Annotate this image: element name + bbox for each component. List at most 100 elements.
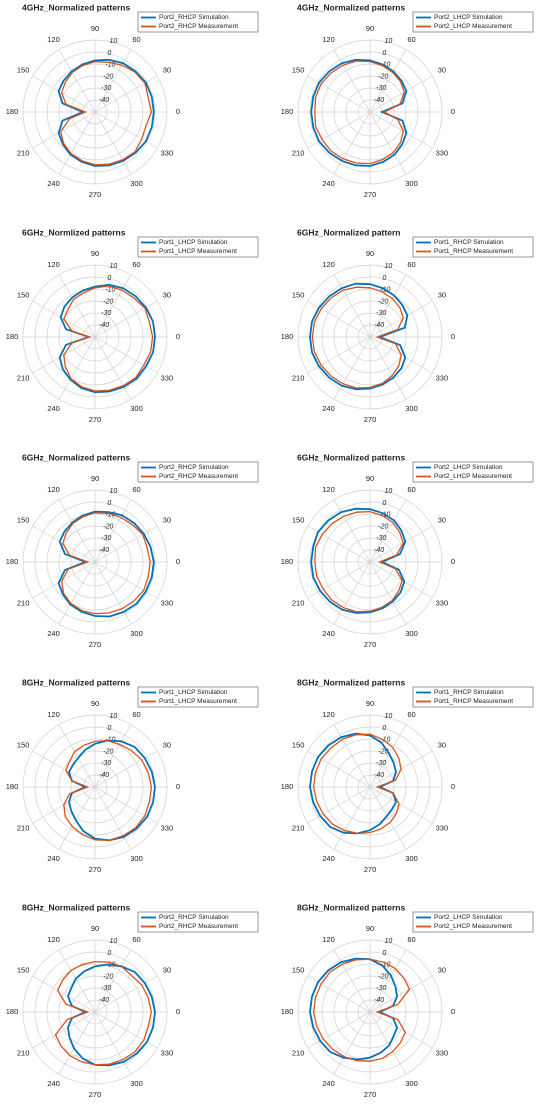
theta-tick-label: 90 <box>91 924 99 933</box>
polar-chart: 0306090120150180210240270300330100-10-20… <box>6 452 259 649</box>
r-tick-label: -20 <box>378 973 388 980</box>
theta-tick-label: 270 <box>89 190 102 199</box>
legend-label: Port1_RHCP Simulation <box>434 689 504 696</box>
theta-tick-label: 330 <box>161 1048 174 1057</box>
theta-tick-label: 210 <box>17 148 30 157</box>
theta-tick-label: 270 <box>89 415 102 424</box>
pattern-line <box>310 58 408 167</box>
r-tick-label: -10 <box>380 62 390 69</box>
grid-spoke <box>369 75 433 113</box>
r-tick-label: 0 <box>382 500 386 507</box>
grid-spoke <box>333 1011 371 1075</box>
theta-tick-label: 240 <box>322 404 335 413</box>
grid-spoke <box>333 499 371 563</box>
theta-tick-label: 60 <box>132 260 140 269</box>
polar-chart: 0306090120150180210240270300330100-10-20… <box>6 677 259 874</box>
theta-tick-label: 60 <box>132 35 140 44</box>
grid-spoke <box>94 949 132 1013</box>
grid-spoke <box>369 949 407 1013</box>
grid-spoke <box>369 111 407 175</box>
r-tick-label: -10 <box>380 962 390 969</box>
theta-tick-label: 180 <box>281 557 294 566</box>
theta-tick-label: 30 <box>163 65 171 74</box>
theta-tick-label: 0 <box>451 1007 455 1016</box>
theta-tick-label: 30 <box>438 290 446 299</box>
grid-spoke <box>94 111 158 149</box>
theta-tick-label: 0 <box>176 107 180 116</box>
grid-spoke <box>369 786 407 850</box>
grid-spoke <box>307 75 371 113</box>
r-tick-label: -30 <box>101 985 111 992</box>
r-tick-label: -20 <box>378 523 388 530</box>
pattern-line <box>63 739 153 841</box>
grid-spoke <box>58 49 96 113</box>
theta-tick-label: 210 <box>17 373 30 382</box>
theta-tick-label: 0 <box>451 332 455 341</box>
legend-label: Port2_LHCP Simulation <box>434 464 503 471</box>
theta-tick-label: 210 <box>17 1048 30 1057</box>
theta-tick-label: 270 <box>364 415 377 424</box>
grid-spoke <box>58 949 96 1013</box>
theta-tick-label: 270 <box>364 1090 377 1099</box>
theta-tick-label: 240 <box>47 404 60 413</box>
grid-spoke <box>32 75 96 113</box>
grid-spoke <box>94 786 132 850</box>
pattern-line <box>61 512 151 615</box>
theta-tick-label: 30 <box>163 965 171 974</box>
pattern-line <box>309 282 409 391</box>
theta-tick-label: 120 <box>47 35 60 44</box>
theta-tick-label: 210 <box>292 373 305 382</box>
r-tick-label: 0 <box>107 500 111 507</box>
theta-tick-label: 120 <box>322 485 335 494</box>
grid-spoke <box>32 1011 96 1049</box>
legend-label: Port1_LHCP Measurement <box>159 698 237 705</box>
grid-spoke <box>94 525 158 563</box>
legend-label: Port1_LHCP Simulation <box>159 239 228 246</box>
theta-tick-label: 270 <box>89 640 102 649</box>
r-tick-label: -10 <box>105 512 115 519</box>
theta-tick-label: 300 <box>405 404 418 413</box>
chart-title: 6GHz_Normalized patterns <box>22 452 130 462</box>
grid-spoke <box>333 724 371 788</box>
r-tick-label: 0 <box>382 725 386 732</box>
theta-tick-label: 330 <box>161 598 174 607</box>
grid-spoke <box>94 750 158 788</box>
theta-tick-label: 300 <box>405 854 418 863</box>
r-tick-label: 10 <box>385 713 393 720</box>
theta-tick-label: 300 <box>130 629 143 638</box>
r-tick-label: -20 <box>103 973 113 980</box>
legend-label: Port2_RHCP Simulation <box>159 464 229 471</box>
theta-tick-label: 210 <box>17 598 30 607</box>
r-tick-label: -20 <box>103 298 113 305</box>
r-tick-label: -40 <box>374 997 384 1004</box>
legend-label: Port1_LHCP Simulation <box>159 689 228 696</box>
chart-title: 8GHz_Normalized patterns <box>22 677 130 687</box>
legend-box <box>137 686 259 708</box>
theta-tick-label: 270 <box>364 865 377 874</box>
r-tick-label: 0 <box>107 725 111 732</box>
r-tick-label: 10 <box>110 488 118 495</box>
theta-tick-label: 120 <box>322 260 335 269</box>
theta-tick-label: 90 <box>366 474 374 483</box>
theta-tick-label: 90 <box>91 249 99 258</box>
grid-spoke <box>94 1011 158 1049</box>
pattern-line <box>57 58 155 167</box>
legend-label: Port2_RHCP Measurement <box>159 923 238 930</box>
theta-tick-label: 0 <box>451 782 455 791</box>
legend-label: Port1_LHCP Measurement <box>159 248 237 255</box>
r-tick-label: 0 <box>107 275 111 282</box>
r-tick-label: -20 <box>378 298 388 305</box>
grid-spoke <box>369 786 433 824</box>
legend-label: Port2_LHCP Simulation <box>434 14 503 21</box>
polar-chart: 0306090120150180210240270300330100-10-20… <box>281 452 534 649</box>
theta-tick-label: 210 <box>292 598 305 607</box>
pattern-line <box>312 958 411 1062</box>
grid-spoke <box>333 949 371 1013</box>
grid-spoke <box>58 1011 96 1075</box>
theta-tick-label: 90 <box>366 24 374 33</box>
theta-tick-label: 330 <box>161 148 174 157</box>
theta-tick-label: 330 <box>436 823 449 832</box>
theta-tick-label: 180 <box>6 332 19 341</box>
grid-spoke <box>369 724 407 788</box>
theta-tick-label: 210 <box>292 1048 305 1057</box>
